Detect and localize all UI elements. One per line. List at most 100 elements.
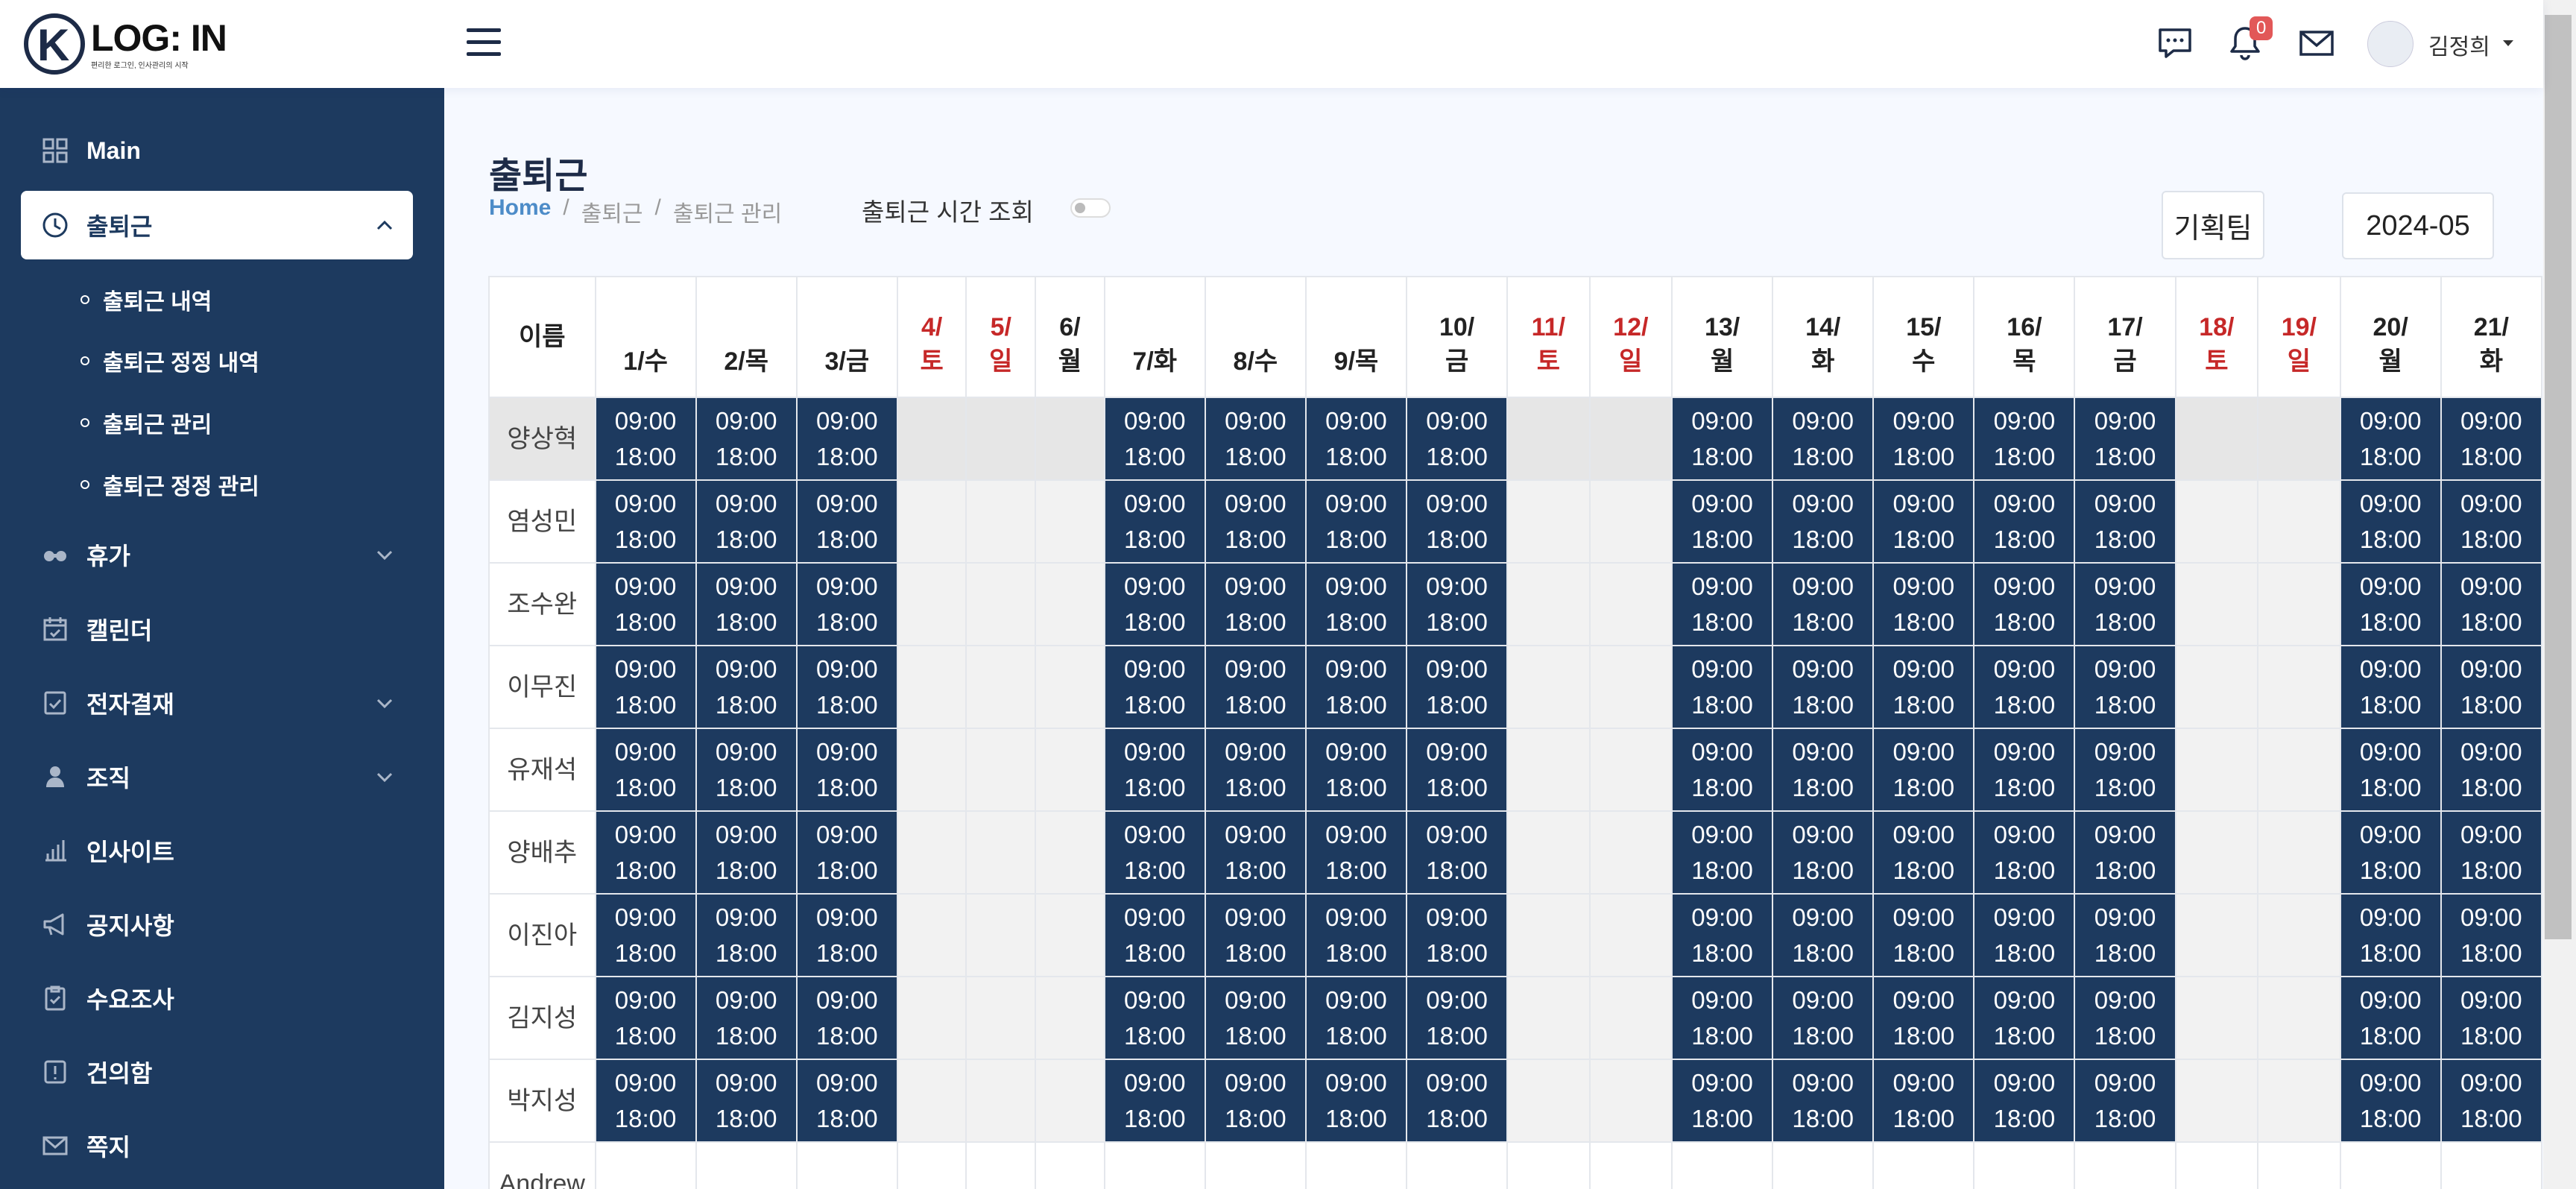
attendance-cell[interactable]: 09:00 18:00 bbox=[1406, 479, 1509, 564]
attendance-cell[interactable]: 09:00 18:00 bbox=[1406, 728, 1509, 812]
day-off-cell[interactable] bbox=[1035, 479, 1105, 564]
sidebar-item-organization[interactable]: 조직 bbox=[21, 742, 413, 811]
day-off-cell[interactable] bbox=[1588, 893, 1673, 977]
day-off-cell[interactable] bbox=[896, 562, 967, 646]
day-off-cell[interactable] bbox=[1588, 976, 1673, 1060]
day-off-cell[interactable] bbox=[896, 1059, 967, 1143]
avatar[interactable] bbox=[2367, 21, 2414, 67]
attendance-cell[interactable]: 09:00 18:00 bbox=[2074, 728, 2176, 812]
attendance-cell[interactable]: 09:00 18:00 bbox=[1103, 562, 1206, 646]
attendance-cell[interactable]: 09:00 18:00 bbox=[1772, 479, 1875, 564]
day-off-cell[interactable] bbox=[1506, 397, 1591, 481]
attendance-cell[interactable]: 09:00 18:00 bbox=[1772, 645, 1875, 729]
attendance-cell[interactable]: 09:00 18:00 bbox=[1872, 397, 1975, 481]
day-off-cell[interactable] bbox=[1506, 645, 1591, 729]
day-off-cell[interactable] bbox=[896, 893, 967, 977]
attendance-cell[interactable]: 09:00 18:00 bbox=[2074, 479, 2176, 564]
day-off-cell[interactable] bbox=[965, 645, 1037, 729]
attendance-cell[interactable]: 09:00 18:00 bbox=[795, 562, 898, 646]
attendance-cell[interactable]: 09:00 18:00 bbox=[1204, 810, 1307, 895]
day-off-cell[interactable] bbox=[1035, 397, 1105, 481]
attendance-cell[interactable]: 09:00 18:00 bbox=[1872, 645, 1975, 729]
scrollbar-thumb[interactable] bbox=[2545, 15, 2572, 939]
day-off-cell[interactable] bbox=[2257, 562, 2341, 646]
attendance-cell[interactable]: 09:00 18:00 bbox=[1671, 810, 1774, 895]
day-off-cell[interactable] bbox=[2257, 976, 2341, 1060]
day-off-cell[interactable] bbox=[2174, 893, 2259, 977]
attendance-cell[interactable]: 09:00 18:00 bbox=[1872, 479, 1975, 564]
day-off-cell[interactable] bbox=[1035, 1059, 1105, 1143]
attendance-cell[interactable]: 09:00 18:00 bbox=[1103, 1059, 1206, 1143]
day-off-cell[interactable] bbox=[2174, 397, 2259, 481]
empty-cell[interactable] bbox=[2440, 1141, 2542, 1189]
day-off-cell[interactable] bbox=[896, 810, 967, 895]
day-off-cell[interactable] bbox=[896, 728, 967, 812]
attendance-cell[interactable]: 09:00 18:00 bbox=[695, 893, 798, 977]
attendance-cell[interactable]: 09:00 18:00 bbox=[1103, 810, 1206, 895]
day-off-cell[interactable] bbox=[2174, 810, 2259, 895]
day-off-cell[interactable] bbox=[1506, 976, 1591, 1060]
chevron-down-icon[interactable] bbox=[2503, 40, 2513, 46]
empty-cell[interactable] bbox=[1204, 1141, 1307, 1189]
attendance-cell[interactable]: 09:00 18:00 bbox=[1872, 728, 1975, 812]
sidebar-item-suggestion[interactable]: 건의함 bbox=[21, 1038, 413, 1106]
attendance-cell[interactable]: 09:00 18:00 bbox=[1973, 976, 2076, 1060]
attendance-cell[interactable]: 09:00 18:00 bbox=[1973, 479, 2076, 564]
sidebar-item-approval[interactable]: 전자결재 bbox=[21, 669, 413, 737]
attendance-cell[interactable]: 09:00 18:00 bbox=[1872, 893, 1975, 977]
day-off-cell[interactable] bbox=[2257, 728, 2341, 812]
attendance-cell[interactable]: 09:00 18:00 bbox=[2339, 728, 2442, 812]
sidebar-item-main[interactable]: Main bbox=[21, 116, 413, 185]
attendance-cell[interactable]: 09:00 18:00 bbox=[1103, 976, 1206, 1060]
attendance-cell[interactable]: 09:00 18:00 bbox=[1973, 397, 2076, 481]
sidebar-item-insight[interactable]: 인사이트 bbox=[21, 816, 413, 885]
attendance-cell[interactable]: 09:00 18:00 bbox=[2339, 479, 2442, 564]
attendance-cell[interactable]: 09:00 18:00 bbox=[2440, 728, 2542, 812]
day-off-cell[interactable] bbox=[2257, 479, 2341, 564]
attendance-cell[interactable]: 09:00 18:00 bbox=[1406, 562, 1509, 646]
attendance-cell[interactable]: 09:00 18:00 bbox=[795, 728, 898, 812]
day-off-cell[interactable] bbox=[896, 645, 967, 729]
day-off-cell[interactable] bbox=[965, 893, 1037, 977]
day-off-cell[interactable] bbox=[965, 976, 1037, 1060]
attendance-cell[interactable]: 09:00 18:00 bbox=[2074, 893, 2176, 977]
attendance-cell[interactable]: 09:00 18:00 bbox=[1973, 562, 2076, 646]
day-off-cell[interactable] bbox=[1035, 562, 1105, 646]
attendance-cell[interactable]: 09:00 18:00 bbox=[2440, 810, 2542, 895]
empty-cell[interactable] bbox=[594, 1141, 697, 1189]
day-off-cell[interactable] bbox=[2257, 397, 2341, 481]
day-off-cell[interactable] bbox=[965, 728, 1037, 812]
attendance-cell[interactable]: 09:00 18:00 bbox=[795, 893, 898, 977]
attendance-cell[interactable]: 09:00 18:00 bbox=[594, 728, 697, 812]
attendance-cell[interactable]: 09:00 18:00 bbox=[1872, 810, 1975, 895]
empty-cell[interactable] bbox=[2339, 1141, 2442, 1189]
attendance-cell[interactable]: 09:00 18:00 bbox=[1304, 976, 1408, 1060]
attendance-cell[interactable]: 09:00 18:00 bbox=[1204, 976, 1307, 1060]
attendance-cell[interactable]: 09:00 18:00 bbox=[2339, 645, 2442, 729]
attendance-cell[interactable]: 09:00 18:00 bbox=[1103, 728, 1206, 812]
attendance-cell[interactable]: 09:00 18:00 bbox=[2339, 976, 2442, 1060]
attendance-cell[interactable]: 09:00 18:00 bbox=[2440, 562, 2542, 646]
attendance-cell[interactable]: 09:00 18:00 bbox=[695, 976, 798, 1060]
attendance-cell[interactable]: 09:00 18:00 bbox=[695, 479, 798, 564]
attendance-cell[interactable]: 09:00 18:00 bbox=[2339, 562, 2442, 646]
sidebar-item-commute[interactable]: 출퇴근 bbox=[21, 191, 413, 259]
attendance-cell[interactable]: 09:00 18:00 bbox=[795, 479, 898, 564]
attendance-cell[interactable]: 09:00 18:00 bbox=[2074, 1059, 2176, 1143]
attendance-cell[interactable]: 09:00 18:00 bbox=[1304, 810, 1408, 895]
attendance-cell[interactable]: 09:00 18:00 bbox=[695, 562, 798, 646]
day-off-cell[interactable] bbox=[1035, 893, 1105, 977]
day-off-cell[interactable] bbox=[1035, 645, 1105, 729]
day-off-cell[interactable] bbox=[1506, 479, 1591, 564]
attendance-cell[interactable]: 09:00 18:00 bbox=[1973, 645, 2076, 729]
attendance-cell[interactable]: 09:00 18:00 bbox=[1406, 893, 1509, 977]
day-off-cell[interactable] bbox=[2174, 645, 2259, 729]
attendance-cell[interactable]: 09:00 18:00 bbox=[1772, 810, 1875, 895]
attendance-cell[interactable]: 09:00 18:00 bbox=[2440, 893, 2542, 977]
attendance-cell[interactable]: 09:00 18:00 bbox=[795, 397, 898, 481]
mail-icon[interactable] bbox=[2296, 22, 2337, 64]
attendance-cell[interactable]: 09:00 18:00 bbox=[1406, 1059, 1509, 1143]
attendance-cell[interactable]: 09:00 18:00 bbox=[2074, 810, 2176, 895]
attendance-cell[interactable]: 09:00 18:00 bbox=[2074, 562, 2176, 646]
attendance-cell[interactable]: 09:00 18:00 bbox=[1406, 810, 1509, 895]
